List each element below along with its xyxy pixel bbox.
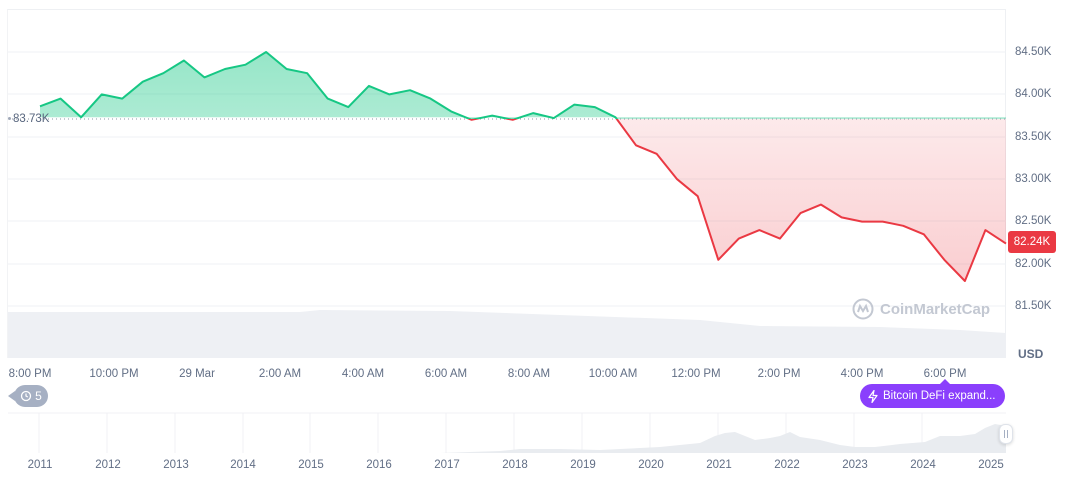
navigator-year: 2012	[95, 459, 121, 471]
y-tick: 82.50K	[1015, 215, 1052, 227]
navigator-year: 2013	[163, 459, 189, 471]
navigator-year: 2023	[842, 459, 868, 471]
y-tick: 83.50K	[1015, 131, 1052, 143]
navigator-year: 2015	[298, 459, 324, 471]
x-tick: 6:00 AM	[424, 368, 468, 380]
navigator-year: 2017	[434, 459, 460, 471]
history-clock-icon	[21, 390, 32, 402]
navigator-year: 2020	[638, 459, 664, 471]
y-tick: 84.50K	[1015, 46, 1052, 58]
navigator-year: 2024	[910, 459, 936, 471]
y-tick: 82.00K	[1015, 258, 1052, 270]
navigator-year: 2016	[366, 459, 392, 471]
navigator-year: 2011	[27, 459, 53, 471]
volume-area	[8, 310, 1006, 358]
x-tick: 2:00 AM	[258, 368, 302, 380]
coinmarketcap-watermark: CoinMarketCap	[852, 298, 990, 320]
navigator-year: 2014	[230, 459, 256, 471]
navigator-year: 2021	[706, 459, 732, 471]
x-tick: 8:00 AM	[507, 368, 551, 380]
navigator-area	[440, 424, 1006, 453]
history-events-badge[interactable]: 5	[8, 385, 48, 407]
x-tick: 4:00 AM	[341, 368, 385, 380]
navigator-brush-handle[interactable]	[999, 424, 1013, 444]
x-tick: 10:00 PM	[89, 368, 139, 380]
y-tick: 81.50K	[1015, 300, 1052, 312]
navigator-year: 2022	[774, 459, 800, 471]
navigator-year: 2019	[570, 459, 596, 471]
navigator-grid	[8, 412, 1006, 453]
lightning-icon	[868, 389, 878, 403]
baseline-marker	[8, 117, 11, 120]
x-tick: 12:00 PM	[671, 368, 721, 380]
navigator-year: 2025	[978, 459, 1004, 471]
x-tick: 10:00 AM	[588, 368, 638, 380]
x-tick: 2:00 PM	[757, 368, 801, 380]
y-tick: 83.00K	[1015, 173, 1052, 185]
news-event-badge[interactable]: Bitcoin DeFi expand...	[860, 379, 1005, 408]
y-tick: 84.00K	[1015, 88, 1052, 100]
x-tick: 8:00 PM	[8, 368, 52, 380]
coinmarketcap-logo-icon	[852, 298, 874, 320]
x-tick: 6:00 PM	[923, 368, 967, 380]
navigator-year: 2018	[502, 459, 528, 471]
x-tick: 29 Mar	[179, 368, 215, 380]
current-price-tag: 82.24K	[1008, 231, 1056, 253]
x-tick: 4:00 PM	[840, 368, 884, 380]
baseline-label: 83.73K	[13, 113, 50, 125]
currency-label: USD	[1018, 347, 1044, 361]
